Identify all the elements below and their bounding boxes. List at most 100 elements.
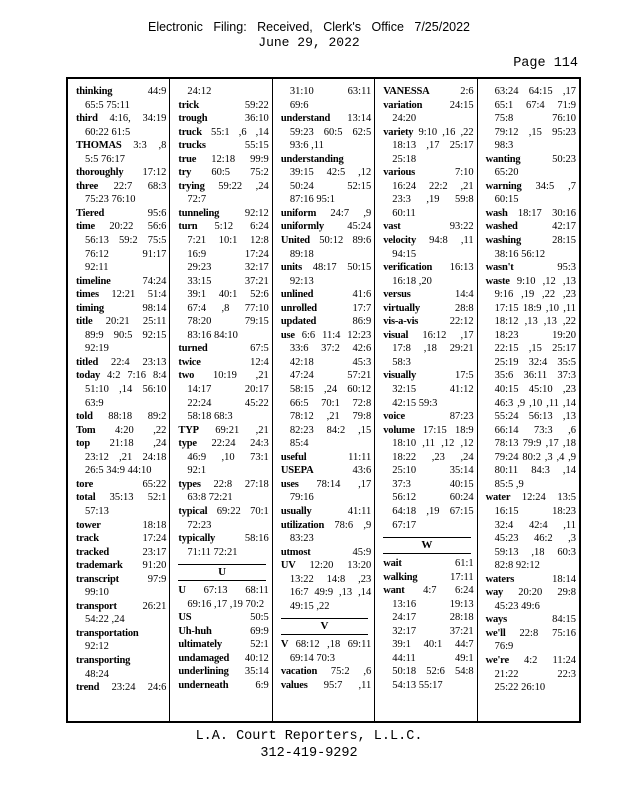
index-continuation: 79:16 xyxy=(289,492,314,504)
index-word: unrolled xyxy=(280,302,317,314)
index-continuation: 67:4 ,8 77:10 xyxy=(187,302,269,314)
index-entry: trying 59:22 ,24 xyxy=(178,180,269,192)
index-entry: VANESSA 2:6 xyxy=(383,86,474,97)
index-continuation: 85:5 ,9 xyxy=(494,478,524,490)
index-word: two xyxy=(178,370,195,382)
index-entry: tracked 23:17 xyxy=(76,546,167,558)
index-word: use xyxy=(280,329,295,341)
index-continuation: 39:1 40:1 52:6 xyxy=(187,289,269,301)
index-entry: variety 9:10 ,16 ,22 xyxy=(383,126,474,138)
index-continuation: 33:6 37:2 42:6 xyxy=(289,343,372,355)
index-continuation: 83:23 xyxy=(289,533,314,545)
index-entry: ultimately 52:1 xyxy=(178,639,269,651)
index-word: typically xyxy=(178,533,216,545)
index-continuation: 63:9 xyxy=(85,397,104,409)
index-word: Uh-huh xyxy=(178,625,212,637)
index-entry: variation 24:15 xyxy=(383,99,474,111)
section-header: U xyxy=(178,564,266,582)
index-continuation: 39:15 42:5 ,12 xyxy=(289,167,372,179)
index-entry: trend 23:24 24:6 xyxy=(76,682,167,694)
index-word: washed xyxy=(485,221,518,233)
index-continuation: 45:23 46:2 ,3 xyxy=(494,533,577,545)
index-continuation: 26:5 34:9 44:10 xyxy=(85,465,152,477)
index-entry: wash 18:17 30:16 xyxy=(485,207,577,219)
index-entry: utmost 45:9 xyxy=(280,546,372,558)
index-entry: we're 4:2 11:24 xyxy=(485,654,577,666)
index-entry: timeline 74:24 xyxy=(76,275,167,287)
index-continuation: 50:24 52:15 xyxy=(289,180,372,192)
index-entry: typically 58:16 xyxy=(178,533,269,545)
index-word: turn xyxy=(178,221,198,233)
index-word: track xyxy=(76,533,99,545)
index-entry: tunneling 92:12 xyxy=(178,207,269,219)
index-continuation: 54:22 ,24 xyxy=(85,614,125,626)
index-continuation: 48:24 xyxy=(85,668,109,680)
index-entry: uniform 24:7 ,9 xyxy=(280,207,372,219)
index-continuation: 69:16 ,17 ,19 70:2 xyxy=(187,598,265,610)
index-entry: unrolled 17:7 xyxy=(280,302,372,314)
index-word: vis-a-vis xyxy=(383,316,419,328)
index-continuation: 93:6 ,11 xyxy=(289,140,324,152)
index-continuation: 75:23 76:10 xyxy=(85,194,136,206)
index-continuation: 5:5 76:17 xyxy=(85,153,125,165)
index-word: utmost xyxy=(280,546,311,558)
index-word: ultimately xyxy=(178,639,222,651)
index-word: ways xyxy=(485,614,508,626)
index-entry: vis-a-vis 22:12 xyxy=(383,316,474,328)
index-column: thinking 44:9 65:5 75:11 third 4:16, 34:19… xyxy=(68,79,171,721)
index-entry: ways 84:15 xyxy=(485,614,577,626)
index-word: various xyxy=(383,167,416,179)
index-continuation: 79:12 ,15 95:23 xyxy=(494,126,577,138)
index-continuation: 55:24 56:13 ,13 xyxy=(494,411,577,423)
index-continuation: 60:22 61:5 xyxy=(85,126,131,138)
index-continuation: 66:14 73:3 ,6 xyxy=(494,424,577,436)
index-continuation: 16:9 17:24 xyxy=(187,248,269,260)
index-entry: unlined 41:6 xyxy=(280,289,372,301)
index-continuation: 64:18 ,19 67:15 xyxy=(392,505,474,517)
index-continuation: 46:9 ,10 73:1 xyxy=(187,451,269,463)
index-word: uniform xyxy=(280,207,317,219)
index-continuation: 16:7 49:9 ,13 ,14 xyxy=(289,587,372,599)
index-continuation: 60:11 xyxy=(392,207,416,219)
index-word: THOMAS xyxy=(76,140,122,152)
index-column: 24:12 trick 59:22 trough 36:10 truck 55:1 ,… xyxy=(170,79,273,721)
index-word: walking xyxy=(383,571,418,583)
index-entry: useful 11:11 xyxy=(280,451,372,463)
index-continuation: 80:11 84:3 ,14 xyxy=(494,465,577,477)
index-entry: volume 17:15 18:9 xyxy=(383,424,474,436)
index-entry: transcript 97:9 xyxy=(76,573,167,585)
index-continuation: 9:16 ,19 ,22 ,23 xyxy=(494,289,577,301)
index-entry: Uh-huh 69:9 xyxy=(178,625,269,637)
index-entry: trick 59:22 xyxy=(178,99,269,111)
index-continuation: 76:12 91:17 xyxy=(85,248,167,260)
index-word: VANESSA xyxy=(383,86,430,97)
section-header: V xyxy=(280,618,369,636)
index-word: variety xyxy=(383,126,414,138)
index-word: trough xyxy=(178,113,208,125)
index-continuation: 24:20 xyxy=(392,113,417,125)
index-word: understanding xyxy=(280,153,344,165)
index-continuation: 59:13 ,18 60:3 xyxy=(494,546,577,558)
index-word: wait xyxy=(383,558,402,570)
date-header: June 29, 2022 xyxy=(258,35,360,50)
index-entry: want 4:7 6:24 xyxy=(383,585,474,597)
index-entry: today 4:2 7:16 8:4 xyxy=(76,370,167,382)
index-continuation: 92:1 xyxy=(187,465,207,477)
index-word: three xyxy=(76,180,99,192)
index-continuation: 44:11 49:1 xyxy=(392,652,474,664)
index-word: typical xyxy=(178,505,208,517)
index-entry: vast 93:22 xyxy=(383,221,474,233)
index-continuation: 18:10 ,11 ,12 ,12 xyxy=(392,438,474,450)
index-continuation: 39:1 40:1 44:7 xyxy=(392,639,474,651)
index-continuation: 23:12 ,21 24:18 xyxy=(85,451,167,463)
index-entry: typical 69:22 70:1 xyxy=(178,505,269,517)
index-entry: TYP 69:21 ,21 xyxy=(178,424,269,436)
index-continuation: 72:23 xyxy=(187,519,212,531)
index-word: times xyxy=(76,289,99,301)
index-word: transportation xyxy=(76,627,139,639)
index-continuation: 72:7 xyxy=(187,194,207,206)
index-entry: transport 26:21 xyxy=(76,600,167,612)
index-entry: we'll 22:8 75:16 xyxy=(485,627,577,639)
index-word: thoroughly xyxy=(76,167,124,179)
index-word: way xyxy=(485,587,504,599)
